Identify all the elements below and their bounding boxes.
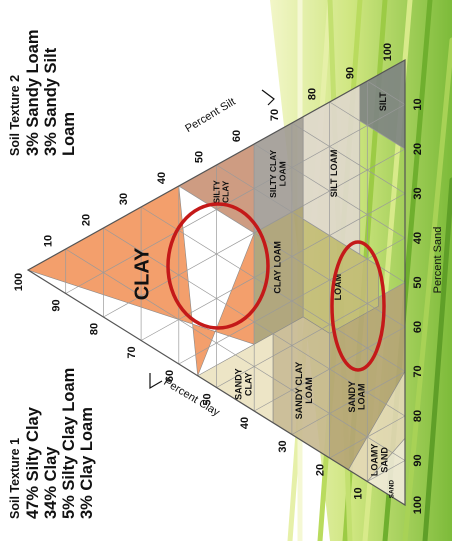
soil-texture-1-heading: Soil Texture 1 xyxy=(8,437,22,519)
region-label-silty-clay-loam: SILTY CLAYLOAM xyxy=(268,149,287,197)
silt-tick-label: 80 xyxy=(307,88,319,100)
region-label-line: SILTY CLAY xyxy=(268,149,278,197)
sand-axis-title: Percent Sand xyxy=(432,227,444,294)
silt-tick-label: 40 xyxy=(156,172,168,184)
grid-line-sand xyxy=(216,282,406,388)
silt-tick-label: 90 xyxy=(344,67,356,79)
sand-tick-label: 90 xyxy=(412,454,424,466)
clay-tick-label: 20 xyxy=(315,464,327,476)
region-label-line: SANDY xyxy=(347,381,357,413)
soil-texture-1-legend: Soil Texture 1 47% Silty Clay 34% Clay 5… xyxy=(8,368,96,519)
triangle-outline xyxy=(26,58,406,507)
region-label-line: SAND xyxy=(389,480,396,499)
region-label-clay: CLAY xyxy=(132,247,154,300)
clay-tick-label: 80 xyxy=(88,323,100,335)
silt-tick-label: 30 xyxy=(118,193,130,205)
region-label-line: SILT LOAM xyxy=(329,149,339,197)
region-label-silt-loam: SILT LOAM xyxy=(329,149,339,197)
triangle-grid xyxy=(65,80,406,482)
soil-texture-1-line: 5% Silty Clay Loam xyxy=(60,367,78,519)
sand-tick-label: 40 xyxy=(412,232,424,244)
region-label-loamy-sand: LOAMYSAND xyxy=(369,444,389,477)
silt-tick-label: 60 xyxy=(231,130,243,142)
region-label-line: SILT xyxy=(378,92,388,111)
soil-texture-1-line: 47% Silty Clay xyxy=(24,407,42,519)
axis-tick-labels: 10 20 30 40 50 60 70 80 90 100 10 20 30 40 50 60 70 80 90 1… xyxy=(13,43,424,514)
grid-line-silt xyxy=(140,206,406,372)
region-label-clay-loam: CLAY LOAM xyxy=(273,241,283,294)
grid-line-sand xyxy=(140,193,406,341)
region-label-sandy-clay-loam: SANDY CLAYLOAM xyxy=(294,362,314,420)
clay-tick-label: 60 xyxy=(164,370,176,382)
region-loam xyxy=(302,218,379,334)
grid-line-silt xyxy=(254,143,406,239)
region-label-line: LOAMY xyxy=(369,444,379,477)
soil-texture-2-legend: Soil Texture 2 3% Sandy Loam 3% Sandy Si… xyxy=(8,0,78,156)
clay-tick-label: 30 xyxy=(277,440,289,452)
region-label-sandy-loam: SANDYLOAM xyxy=(347,381,367,413)
silt-tick-label: 70 xyxy=(269,109,281,121)
silt-tick-label: 50 xyxy=(194,151,206,163)
sand-tick-label: 80 xyxy=(412,410,424,422)
region-label-line: LOAM xyxy=(357,383,367,410)
region-label-line: SANDY CLAY xyxy=(294,362,304,420)
grid-line-sand xyxy=(65,104,406,294)
region-label-line: CLAY xyxy=(244,372,254,396)
grass-blade xyxy=(402,37,452,541)
region-label-sand: SAND xyxy=(389,480,396,499)
highlight-ring-clay xyxy=(166,202,270,330)
region-label-line: SILTY xyxy=(211,180,221,204)
grid-line-silt xyxy=(329,101,406,150)
sand-tick-label: 100 xyxy=(412,496,424,514)
sand-tick-label: 70 xyxy=(412,365,424,377)
region-label-line: CLAY xyxy=(221,180,231,203)
soil-texture-1-line: 34% Clay xyxy=(42,446,60,519)
region-label-silty-clay: SILTYCLAY xyxy=(211,180,230,204)
clay-tick-label: 40 xyxy=(239,417,251,429)
region-label-line: LOAM xyxy=(304,377,314,404)
soil-texture-2-heading: Soil Texture 2 xyxy=(8,74,22,156)
grass-blade xyxy=(422,177,452,541)
sand-tick-label: 20 xyxy=(412,143,424,155)
region-label-line: CLAY LOAM xyxy=(273,241,283,294)
region-label-loam: LOAM xyxy=(333,274,343,301)
region-label-line: SAND xyxy=(379,447,389,473)
grid-line-sand xyxy=(329,415,406,459)
silt-tick-label: 20 xyxy=(80,214,92,226)
sand-tick-label: 60 xyxy=(412,321,424,333)
clay-tick-label: 50 xyxy=(202,393,214,405)
region-label-line: CLAY xyxy=(132,247,154,300)
sand-tick-label: 10 xyxy=(412,98,424,110)
soil-texture-2-line: 3% Sandy Loam xyxy=(24,29,42,156)
soil-texture-2-line: 3% Sandy Silt Loam xyxy=(42,47,78,156)
grid-line-silt xyxy=(367,80,406,105)
silt-tick-label: 100 xyxy=(382,43,394,61)
grid-line-sand xyxy=(291,371,406,435)
grid-line-sand xyxy=(367,460,406,482)
region-label-line: LOAM xyxy=(277,161,287,186)
region-label-line: LOAM xyxy=(333,274,343,301)
silt-axis-arrow xyxy=(261,89,275,106)
sand-tick-label: 30 xyxy=(412,187,424,199)
clay-tick-label: 90 xyxy=(51,299,63,311)
sand-tick-label: 50 xyxy=(412,276,424,288)
clay-tick-label: 10 xyxy=(352,487,364,499)
region-label-silt: SILT xyxy=(378,92,388,111)
grid-line-silt xyxy=(216,164,406,283)
clay-axis-arrow xyxy=(149,373,163,390)
highlight-rings xyxy=(166,202,386,372)
clay-tick-label: 70 xyxy=(126,346,138,358)
region-label-line: SANDY xyxy=(234,368,244,400)
soil-texture-1-line: 3% Clay Loam xyxy=(78,407,96,519)
clay-tick-label: 100 xyxy=(13,273,25,291)
grid-line-silt xyxy=(65,248,406,461)
highlight-ring-loam xyxy=(330,240,386,372)
grid-line-silt xyxy=(291,122,406,194)
region-label-sandy-clay: SANDYCLAY xyxy=(234,368,254,400)
silt-tick-label: 10 xyxy=(43,235,55,247)
